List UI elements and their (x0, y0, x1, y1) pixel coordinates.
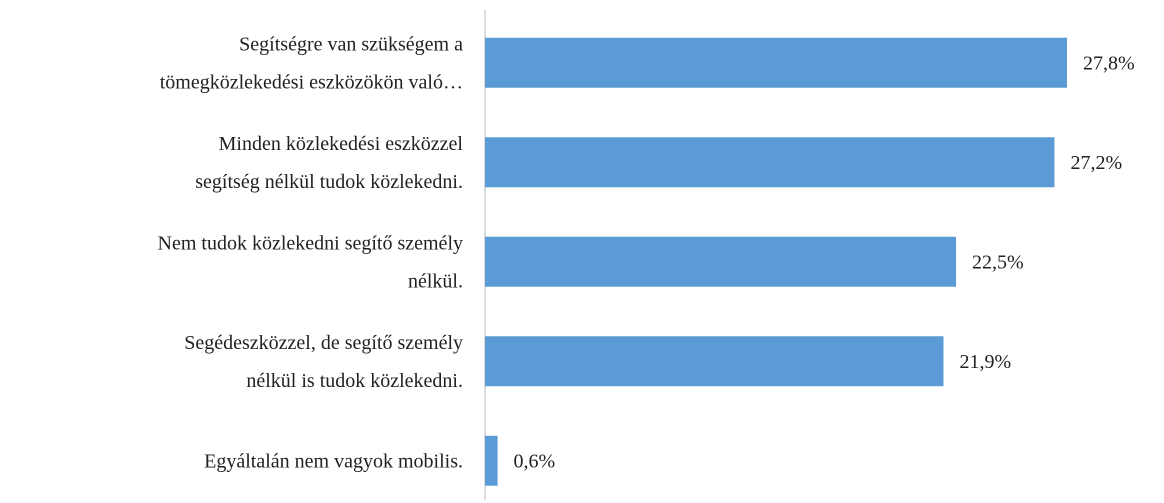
value-label: 22,5% (972, 251, 1024, 273)
category-label: tömegközlekedési eszközökön való… (160, 71, 463, 93)
category-label: nélkül is tudok közlekedni. (246, 370, 463, 392)
category-label: Nem tudok közlekedni segítő személy (158, 232, 463, 254)
bar (485, 236, 957, 287)
value-label: 27,8% (1083, 52, 1135, 74)
value-label: 0,6% (514, 450, 556, 472)
category-label: Segédeszközzel, de segítő személy (184, 332, 463, 354)
bar (485, 435, 498, 486)
bar (485, 137, 1055, 188)
bar (485, 336, 944, 387)
category-label: Egyáltalán nem vagyok mobilis. (204, 450, 463, 472)
value-label: 21,9% (959, 351, 1011, 373)
value-label: 27,2% (1070, 152, 1122, 174)
category-label: Segítségre van szükségem a (239, 33, 463, 55)
category-label: nélkül. (408, 270, 463, 292)
bar (485, 37, 1067, 88)
category-label: segítség nélkül tudok közlekedni. (195, 171, 463, 193)
category-label: Minden közlekedési eszközzel (219, 133, 464, 155)
